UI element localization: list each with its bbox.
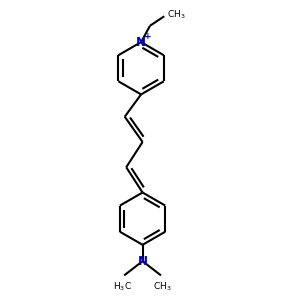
Text: H$_3$C: H$_3$C — [113, 281, 132, 293]
Text: N: N — [136, 36, 146, 49]
Text: +: + — [144, 32, 152, 41]
Text: CH$_3$: CH$_3$ — [153, 281, 172, 293]
Text: N: N — [138, 255, 148, 268]
Text: CH$_3$: CH$_3$ — [167, 9, 185, 21]
